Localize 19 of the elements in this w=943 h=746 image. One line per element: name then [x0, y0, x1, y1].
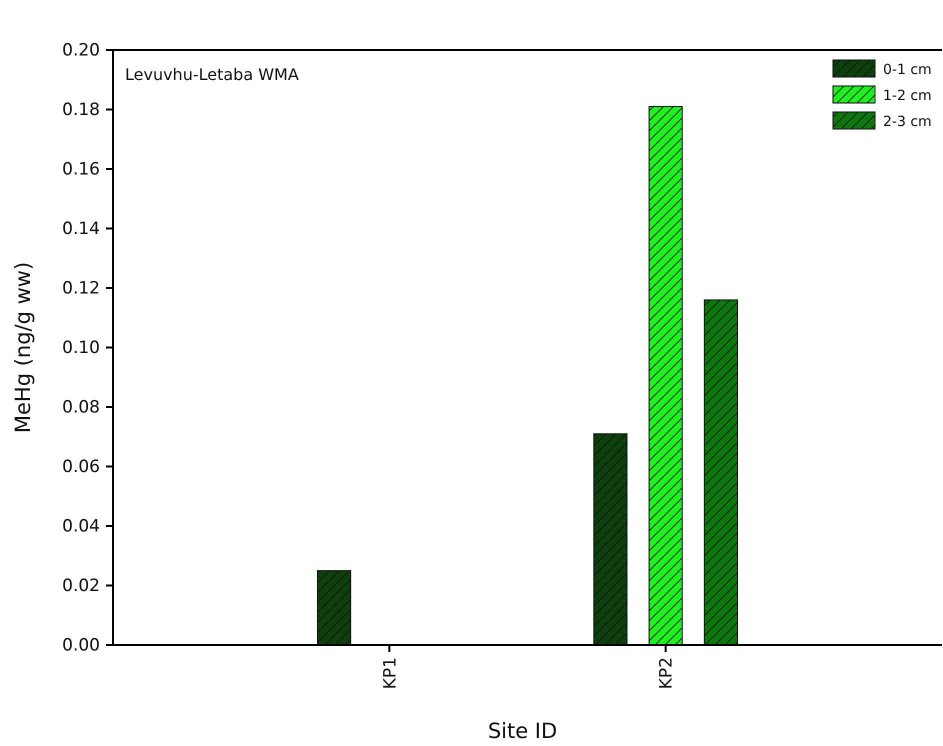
y-tick-label: 0.04 — [62, 516, 100, 536]
legend-label: 2-3 cm — [883, 114, 932, 130]
y-tick-label: 0.20 — [62, 40, 100, 60]
y-tick-label: 0.06 — [62, 456, 100, 477]
y-axis-title: MeHg (ng/g ww) — [11, 262, 35, 434]
y-tick-label: 0.18 — [62, 100, 100, 120]
x-tick-label: KP1 — [380, 657, 400, 690]
y-tick-label: 0.14 — [62, 218, 100, 239]
legend-label: 1-2 cm — [883, 88, 932, 104]
annotation: Levuvhu-Letaba WMA — [125, 65, 299, 84]
x-tick-label: KP2 — [656, 657, 677, 690]
x-axis-title: Site ID — [488, 719, 558, 743]
y-tick-label: 0.16 — [62, 159, 100, 180]
y-tick-label: 0.02 — [62, 576, 100, 596]
y-tick-label: 0.08 — [62, 397, 100, 418]
y-tick-label: 0.10 — [62, 338, 100, 358]
legend-label: 0-1 cm — [883, 62, 932, 78]
y-tick-label: 0.00 — [62, 635, 100, 656]
y-tick-label: 0.12 — [62, 278, 100, 298]
